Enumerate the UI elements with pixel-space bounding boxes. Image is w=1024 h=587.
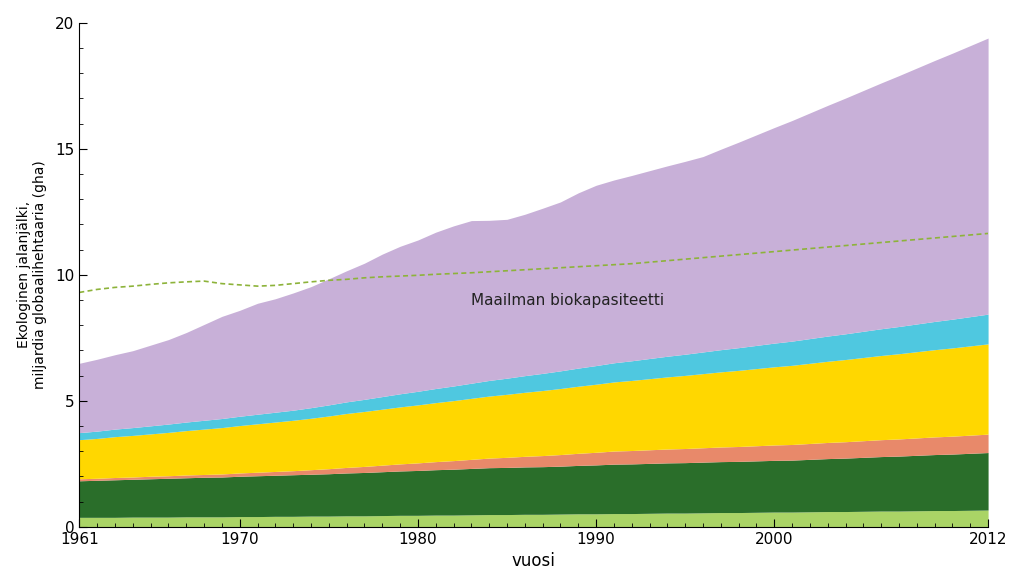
Y-axis label: Ekologinen jalanjälki,
miljardia globaalihehtaaria (gha): Ekologinen jalanjälki, miljardia globaal… bbox=[16, 160, 47, 389]
Text: Maailman biokapasiteetti: Maailman biokapasiteetti bbox=[471, 293, 665, 308]
X-axis label: vuosi: vuosi bbox=[512, 552, 556, 571]
